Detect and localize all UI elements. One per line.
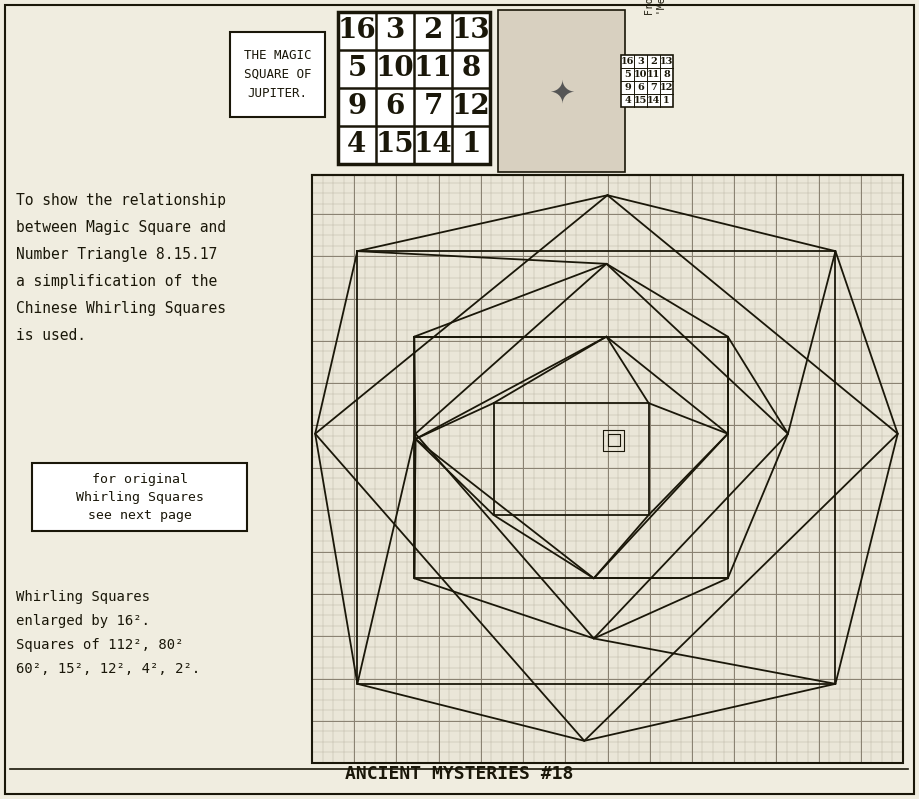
Text: 3: 3 (385, 18, 404, 45)
Text: 1: 1 (461, 132, 481, 158)
Text: 12: 12 (451, 93, 491, 121)
Text: 8: 8 (461, 55, 481, 82)
Text: Squares of 112², 80²: Squares of 112², 80² (16, 638, 184, 652)
Text: 6: 6 (385, 93, 404, 121)
Text: between Magic Square and: between Magic Square and (16, 220, 226, 235)
Text: 3: 3 (637, 57, 644, 66)
Text: Chinese Whirling Squares: Chinese Whirling Squares (16, 301, 226, 316)
Text: 11: 11 (647, 70, 660, 79)
Text: 2: 2 (424, 18, 443, 45)
Bar (230, 32, 325, 117)
Text: 6: 6 (637, 83, 644, 92)
Text: 14: 14 (414, 132, 452, 158)
Text: 9: 9 (624, 83, 630, 92)
Text: 10: 10 (376, 55, 414, 82)
Text: 7: 7 (424, 93, 443, 121)
Text: To show the relationship: To show the relationship (16, 193, 226, 208)
Text: for original
Whirling Squares
see next page: for original Whirling Squares see next p… (75, 472, 203, 522)
Text: 13: 13 (451, 18, 491, 45)
Text: 4: 4 (624, 96, 630, 105)
Text: 9: 9 (347, 93, 367, 121)
Text: 15: 15 (376, 132, 414, 158)
Bar (498, 10, 625, 172)
Text: 2: 2 (650, 57, 657, 66)
Text: 11: 11 (414, 55, 452, 82)
Text: 10: 10 (634, 70, 647, 79)
Text: THE MAGIC
SQUARE OF
JUPITER.: THE MAGIC SQUARE OF JUPITER. (244, 49, 312, 100)
Text: ✦: ✦ (549, 70, 574, 112)
Bar (312, 175, 903, 763)
Text: Whirling Squares: Whirling Squares (16, 590, 150, 604)
Text: 60², 15², 12², 4², 2².: 60², 15², 12², 4², 2². (16, 662, 200, 676)
Bar (621, 55, 673, 107)
Text: 12: 12 (660, 83, 674, 92)
Text: 5: 5 (347, 55, 367, 82)
Text: From Albrecht Dürer's
'Melancholia': 1514.: From Albrecht Dürer's 'Melancholia': 151… (645, 0, 666, 15)
Text: 15: 15 (634, 96, 647, 105)
Text: 8: 8 (664, 70, 670, 79)
Text: 4: 4 (347, 132, 367, 158)
Text: 14: 14 (647, 96, 660, 105)
Text: 13: 13 (660, 57, 674, 66)
Bar (338, 12, 490, 164)
Text: is used.: is used. (16, 328, 86, 343)
Bar (312, 175, 903, 763)
Text: 1: 1 (664, 96, 670, 105)
Text: Number Triangle 8.15.17: Number Triangle 8.15.17 (16, 247, 217, 262)
Text: 7: 7 (650, 83, 657, 92)
Text: ANCIENT MYSTERIES #18: ANCIENT MYSTERIES #18 (345, 765, 573, 783)
Text: enlarged by 16².: enlarged by 16². (16, 614, 150, 628)
Bar (32, 463, 247, 531)
Text: 16: 16 (621, 57, 634, 66)
Text: 16: 16 (337, 18, 377, 45)
Text: 5: 5 (624, 70, 630, 79)
Text: a simplification of the: a simplification of the (16, 274, 217, 289)
